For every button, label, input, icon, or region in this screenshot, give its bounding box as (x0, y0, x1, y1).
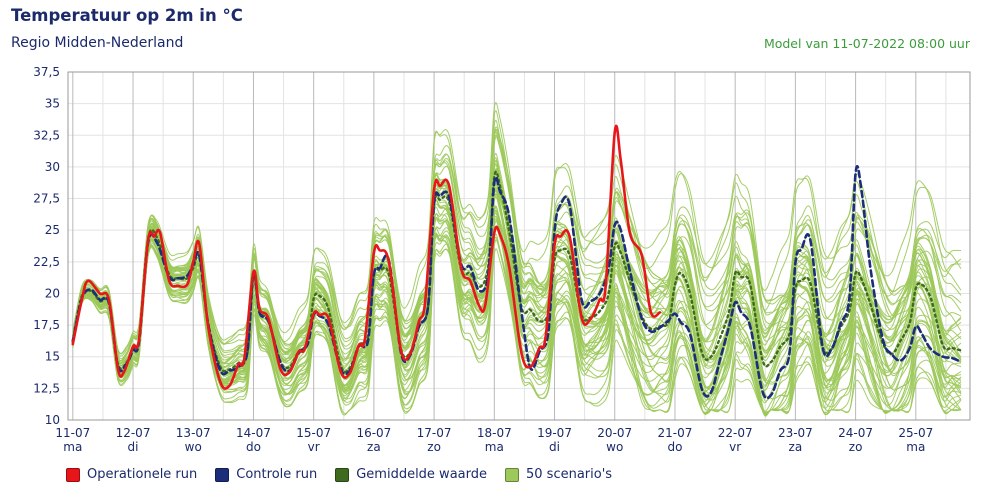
x-tick-date: 16-07 (356, 426, 391, 440)
x-tick-date: 17-07 (417, 426, 452, 440)
y-tick-label: 35 (45, 97, 60, 111)
x-tick-day: ma (485, 440, 504, 454)
scenario-line (72, 102, 962, 354)
x-tick-date: 18-07 (477, 426, 512, 440)
legend-label: 50 scenario's (526, 467, 613, 482)
x-tick-day: di (549, 440, 560, 454)
x-tick-date: 20-07 (597, 426, 632, 440)
mean-line (71, 170, 963, 373)
operational-run-line (71, 124, 662, 390)
main-series (71, 124, 963, 400)
x-tick-day: do (246, 440, 261, 454)
x-tick-date: 21-07 (658, 426, 693, 440)
x-tick-day: di (128, 440, 139, 454)
x-tick-date: 12-07 (116, 426, 151, 440)
x-tick-date: 11-07 (55, 426, 90, 440)
y-tick-label: 10 (45, 413, 60, 427)
y-tick-label: 37,5 (33, 65, 60, 79)
plot-frame (67, 71, 971, 421)
x-tick-date: 14-07 (236, 426, 271, 440)
x-tick-day: ma (906, 440, 925, 454)
legend-item[interactable]: Gemiddelde waarde (335, 467, 487, 482)
y-tick-label: 12,5 (33, 381, 60, 395)
legend-swatch (215, 467, 230, 482)
x-axis-ticks: 11-07ma12-07di13-07wo14-07do15-07vr16-07… (55, 426, 933, 454)
x-tick-day: ma (63, 440, 82, 454)
legend-swatch (335, 467, 350, 482)
y-tick-label: 32,5 (33, 128, 60, 142)
x-tick-date: 13-07 (176, 426, 211, 440)
x-tick-date: 24-07 (838, 426, 873, 440)
x-tick-date: 25-07 (898, 426, 933, 440)
legend-label: Gemiddelde waarde (356, 467, 487, 482)
legend-item[interactable]: Operationele run (66, 467, 197, 482)
y-tick-label: 27,5 (33, 192, 60, 206)
x-tick-day: za (367, 440, 381, 454)
y-tick-label: 22,5 (33, 255, 60, 269)
y-tick-label: 30 (45, 160, 60, 174)
x-tick-date: 19-07 (537, 426, 572, 440)
y-tick-label: 20 (45, 286, 60, 300)
y-tick-label: 17,5 (33, 318, 60, 332)
legend-swatch (505, 467, 519, 482)
x-tick-date: 15-07 (296, 426, 331, 440)
scenario-line (72, 203, 962, 416)
x-tick-day: do (667, 440, 682, 454)
legend-swatch (66, 467, 80, 482)
scenario-line (72, 233, 961, 416)
legend-label: Operationele run (87, 467, 198, 482)
legend: Operationele run Controle run Gemiddelde w… (66, 467, 630, 482)
y-axis-ticks: 37,5 35 32,5 30 27,5 25 22,5 20 17,5 15 12,5 10 (33, 65, 60, 427)
x-tick-date: 22-07 (718, 426, 753, 440)
x-tick-date: 23-07 (778, 426, 813, 440)
region-subtitle: Regio Midden-Nederland (11, 35, 184, 51)
y-tick-label: 25 (45, 223, 60, 237)
scenario-line (72, 130, 962, 362)
scenario-line (72, 130, 962, 364)
x-tick-day: vr (729, 440, 741, 454)
x-tick-day: za (789, 440, 803, 454)
x-tick-day: wo (185, 440, 202, 454)
control-run-line (71, 165, 963, 400)
x-tick-day: vr (308, 440, 320, 454)
legend-item[interactable]: Controle run (215, 467, 317, 482)
x-tick-day: zo (427, 440, 441, 454)
y-tick-label: 15 (45, 350, 60, 364)
chart-title: Temperatuur op 2m in °C (11, 6, 243, 25)
model-run-label: Model van 11-07-2022 08:00 uur (763, 36, 970, 51)
legend-item[interactable]: 50 scenario's (505, 467, 612, 482)
x-tick-day: wo (606, 440, 623, 454)
legend-label: Controle run (236, 467, 318, 482)
scenario-lines (72, 102, 962, 417)
x-tick-day: zo (849, 440, 863, 454)
